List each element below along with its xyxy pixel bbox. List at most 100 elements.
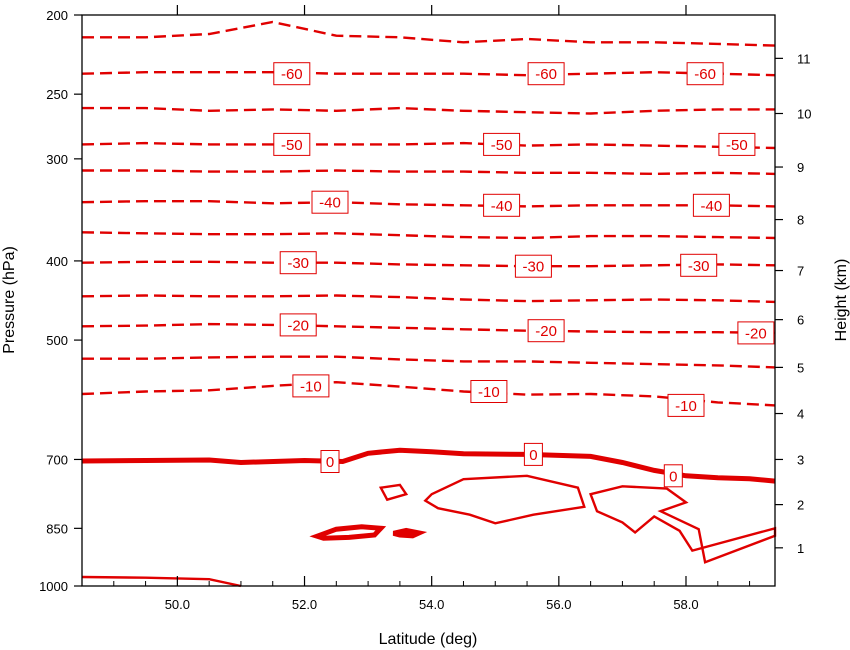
y-left-tick-label: 850 xyxy=(46,521,68,536)
contour-label-text: -30 xyxy=(523,259,545,276)
contour-label: -60 xyxy=(527,62,565,86)
contour-label-text: -60 xyxy=(281,66,303,83)
contour-label: -40 xyxy=(692,193,730,217)
contour-label-box xyxy=(667,393,705,417)
contour-label-text: -50 xyxy=(281,137,303,154)
contour-label-box xyxy=(686,62,724,86)
contour-label: -30 xyxy=(680,253,718,277)
contour-label: 0 xyxy=(663,464,683,488)
contour-label-box xyxy=(527,319,565,343)
x-tick-label: 50.0 xyxy=(165,597,190,612)
y-left-tick-label: 300 xyxy=(46,152,68,167)
contour-label-box xyxy=(320,450,340,473)
isotherm-minus-60 xyxy=(81,70,776,77)
x-axis-title: Latitude (deg) xyxy=(379,631,478,648)
contour-label: -50 xyxy=(483,132,521,156)
isotherm-minus-55 xyxy=(82,106,775,115)
contour-label: -40 xyxy=(311,190,349,214)
contour-label: -60 xyxy=(686,62,724,86)
contour-label-text: -60 xyxy=(694,66,716,83)
contour-label-text: 0 xyxy=(326,454,334,471)
x-tick-label: 58.0 xyxy=(673,597,698,612)
contour-label-box xyxy=(483,193,521,217)
contour-label: -20 xyxy=(279,313,317,337)
contour-label-box xyxy=(527,62,565,86)
contour-label-box xyxy=(483,132,521,156)
y-left-tick-label: 500 xyxy=(46,333,68,348)
contour-label-text: -10 xyxy=(478,384,500,401)
contour-label: -10 xyxy=(292,374,330,398)
isotherm-minus-25 xyxy=(81,294,776,304)
y-axis-left-title: Pressure (hPa) xyxy=(1,246,18,354)
contour-label-text: -40 xyxy=(701,198,723,215)
y-axis-left: 200 250 300 400 500 700 850 1000 xyxy=(39,8,82,594)
y-right-tick-label: 10 xyxy=(797,106,811,121)
contour-label-text: -50 xyxy=(491,137,513,154)
contour-label: -30 xyxy=(279,251,317,275)
contour-lines xyxy=(81,20,777,588)
y-right-tick-label: 9 xyxy=(797,160,804,175)
isotherm-minus-65 xyxy=(82,20,776,47)
contour-label: 0 xyxy=(320,450,340,473)
closed-contour xyxy=(309,524,387,541)
contour-label-text: -20 xyxy=(745,325,767,342)
y-right-tick-label: 2 xyxy=(797,498,804,513)
closed-contour xyxy=(378,483,409,502)
y-right-tick-label: 6 xyxy=(797,313,804,328)
y-axis-right: 1 2 3 4 5 6 7 8 9 10 11 xyxy=(775,51,811,556)
isotherm-minus-40 xyxy=(81,200,776,208)
contour-label-text: -10 xyxy=(675,398,697,415)
y-right-tick-label: 3 xyxy=(797,452,804,467)
y-left-tick-label: 400 xyxy=(46,254,68,269)
contour-label-box xyxy=(718,132,756,156)
contour-label: -50 xyxy=(718,132,756,156)
isotherm-minus-45 xyxy=(82,169,776,176)
contour-label: -10 xyxy=(470,380,508,403)
contour-label-box xyxy=(311,190,349,214)
y-left-tick-label: 200 xyxy=(46,8,68,23)
contour-label-box xyxy=(470,380,508,403)
contour-label: -30 xyxy=(514,254,552,278)
x-axis: 50.0 52.0 54.0 56.0 58.0 xyxy=(81,5,751,612)
contour-label-text: -40 xyxy=(491,198,513,215)
contour-label-box xyxy=(279,251,317,275)
x-tick-label: 52.0 xyxy=(292,597,317,612)
contour-label-text: 0 xyxy=(669,468,677,485)
freezing-level-contour xyxy=(81,447,776,484)
contour-label-box xyxy=(514,254,552,278)
contour-label-text: -30 xyxy=(287,255,309,272)
contour-label-text: -20 xyxy=(535,323,557,340)
y-right-tick-label: 4 xyxy=(797,407,804,422)
contour-label-text: -50 xyxy=(726,137,748,154)
contour-label-text: -30 xyxy=(688,258,710,275)
contour-label-box xyxy=(680,253,718,277)
closed-contour xyxy=(423,474,586,525)
isotherm-minus-10 xyxy=(81,380,776,407)
y-right-tick-label: 7 xyxy=(797,264,804,279)
contour-label-text: -40 xyxy=(319,195,341,212)
contour-label-box xyxy=(292,374,330,398)
y-right-tick-label: 5 xyxy=(797,360,804,375)
contour-label-box xyxy=(692,193,730,217)
contour-label-box xyxy=(737,321,775,345)
isotherm-minus-30 xyxy=(81,260,776,268)
contour-labels: -60 -60 -60 -50 -50 -50 -40 -40 -40 -30 -30 -30 -20 -… xyxy=(273,62,775,488)
contour-label-box xyxy=(279,313,317,337)
x-tick-label: 54.0 xyxy=(419,597,444,612)
contour-label-text: -60 xyxy=(535,66,557,83)
contour-label: 0 xyxy=(523,442,543,466)
y-left-tick-label: 700 xyxy=(46,452,68,467)
closed-contour xyxy=(392,527,428,539)
contour-label: -40 xyxy=(483,193,521,217)
y-right-tick-label: 8 xyxy=(797,213,804,228)
y-axis-right-title: Height (km) xyxy=(833,259,850,342)
isotherm-minus-35 xyxy=(81,231,776,240)
y-left-tick-label: 1000 xyxy=(39,579,68,594)
contour-label: -50 xyxy=(273,132,311,156)
contour-label-text: -20 xyxy=(287,317,309,334)
y-right-tick-label: 1 xyxy=(797,541,804,556)
contour-label-text: 0 xyxy=(529,447,537,464)
isotherm-minus-50 xyxy=(81,141,776,150)
contour-label: -20 xyxy=(527,319,565,343)
